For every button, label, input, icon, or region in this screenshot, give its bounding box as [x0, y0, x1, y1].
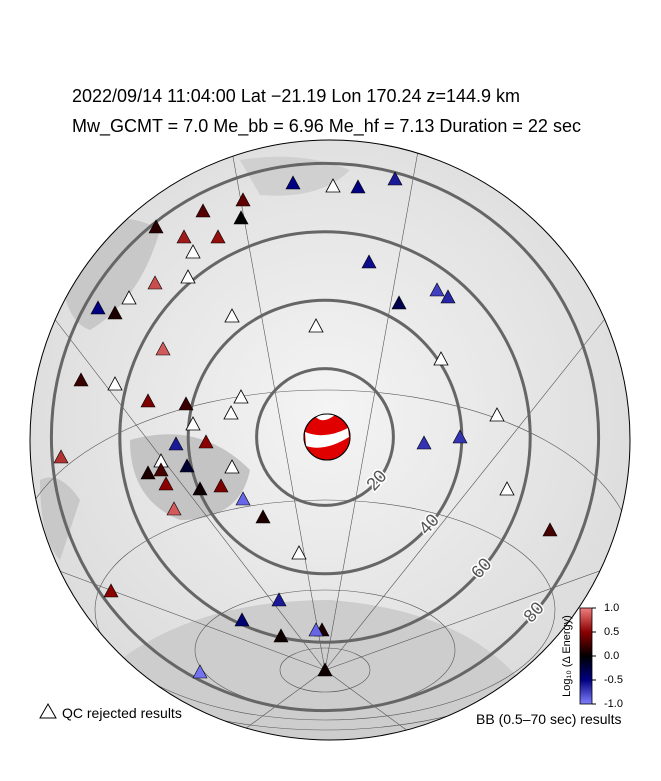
- qc-rejected-station: [499, 481, 515, 496]
- colorbar-label: Log₁₀ (Δ Energy): [561, 615, 573, 697]
- colorbar-tick-label: -1.0: [604, 698, 623, 710]
- colorbar: [579, 607, 593, 705]
- station: [140, 465, 156, 480]
- station: [271, 592, 287, 607]
- qc-rejected-station: [308, 318, 324, 333]
- qc-rejected-station: [291, 545, 307, 560]
- colorbar-tick-label: -0.5: [604, 674, 623, 686]
- station: [235, 491, 251, 506]
- station: [233, 210, 249, 225]
- station: [255, 509, 271, 524]
- qc-rejected-station: [224, 308, 240, 323]
- station: [103, 583, 119, 598]
- qc-rejected-station: [180, 269, 196, 284]
- station: [192, 664, 208, 679]
- qc-rejected-station: [185, 244, 201, 259]
- station: [178, 396, 194, 411]
- qc-rejected-station: [224, 459, 240, 474]
- station: [416, 435, 432, 450]
- station: [213, 478, 229, 493]
- qc-rejected-station: [433, 351, 449, 366]
- station: [210, 229, 226, 244]
- station: [429, 282, 445, 297]
- station: [158, 476, 174, 491]
- station: [155, 341, 171, 356]
- distance-ring: [49, 161, 601, 713]
- colorbar-tick-label: 0.0: [604, 650, 619, 662]
- legend-text: QC rejected results: [62, 705, 182, 721]
- distance-ring: [118, 230, 532, 644]
- beachball: [303, 413, 351, 461]
- station: [179, 458, 195, 473]
- legend-text: BB (0.5–70 sec) results: [476, 711, 622, 727]
- station: [53, 449, 69, 464]
- station: [73, 372, 89, 387]
- qc-rejected-station: [107, 376, 123, 391]
- station: [387, 171, 403, 186]
- qc-rejected-station: [223, 405, 239, 420]
- station: [166, 501, 182, 516]
- station: [273, 628, 289, 643]
- station: [452, 429, 468, 444]
- station: [140, 393, 156, 408]
- station: [90, 300, 106, 315]
- qc-rejected-station: [325, 178, 341, 193]
- station: [192, 481, 208, 496]
- qc-rejected-station: [185, 416, 201, 431]
- station: [317, 662, 333, 677]
- header-line: 2022/09/14 11:04:00 Lat −21.19 Lon 170.2…: [72, 86, 520, 106]
- station: [147, 275, 163, 290]
- qc-rejected-station: [121, 290, 137, 305]
- station: [350, 179, 366, 194]
- station: [391, 295, 407, 310]
- colorbar-tick-label: 0.5: [604, 626, 619, 638]
- station: [148, 219, 164, 234]
- station: [440, 289, 456, 304]
- qc-rejected-station: [489, 407, 505, 422]
- qc-rejected-station: [233, 389, 249, 404]
- station: [176, 229, 192, 244]
- station: [107, 305, 123, 320]
- station: [308, 622, 324, 637]
- header-line: Mw_GCMT = 7.0 Me_bb = 6.96 Me_hf = 7.13 …: [72, 116, 581, 137]
- station: [153, 462, 169, 477]
- distance-ring: [255, 367, 395, 507]
- station: [361, 254, 377, 269]
- colorbar-tick-label: 1.0: [604, 602, 619, 614]
- station: [234, 612, 250, 627]
- station: [542, 522, 558, 537]
- station: [235, 192, 251, 207]
- station: [285, 175, 301, 190]
- station: [198, 434, 214, 449]
- station: [168, 436, 184, 451]
- station: [195, 203, 211, 218]
- legend-icon: [39, 702, 57, 719]
